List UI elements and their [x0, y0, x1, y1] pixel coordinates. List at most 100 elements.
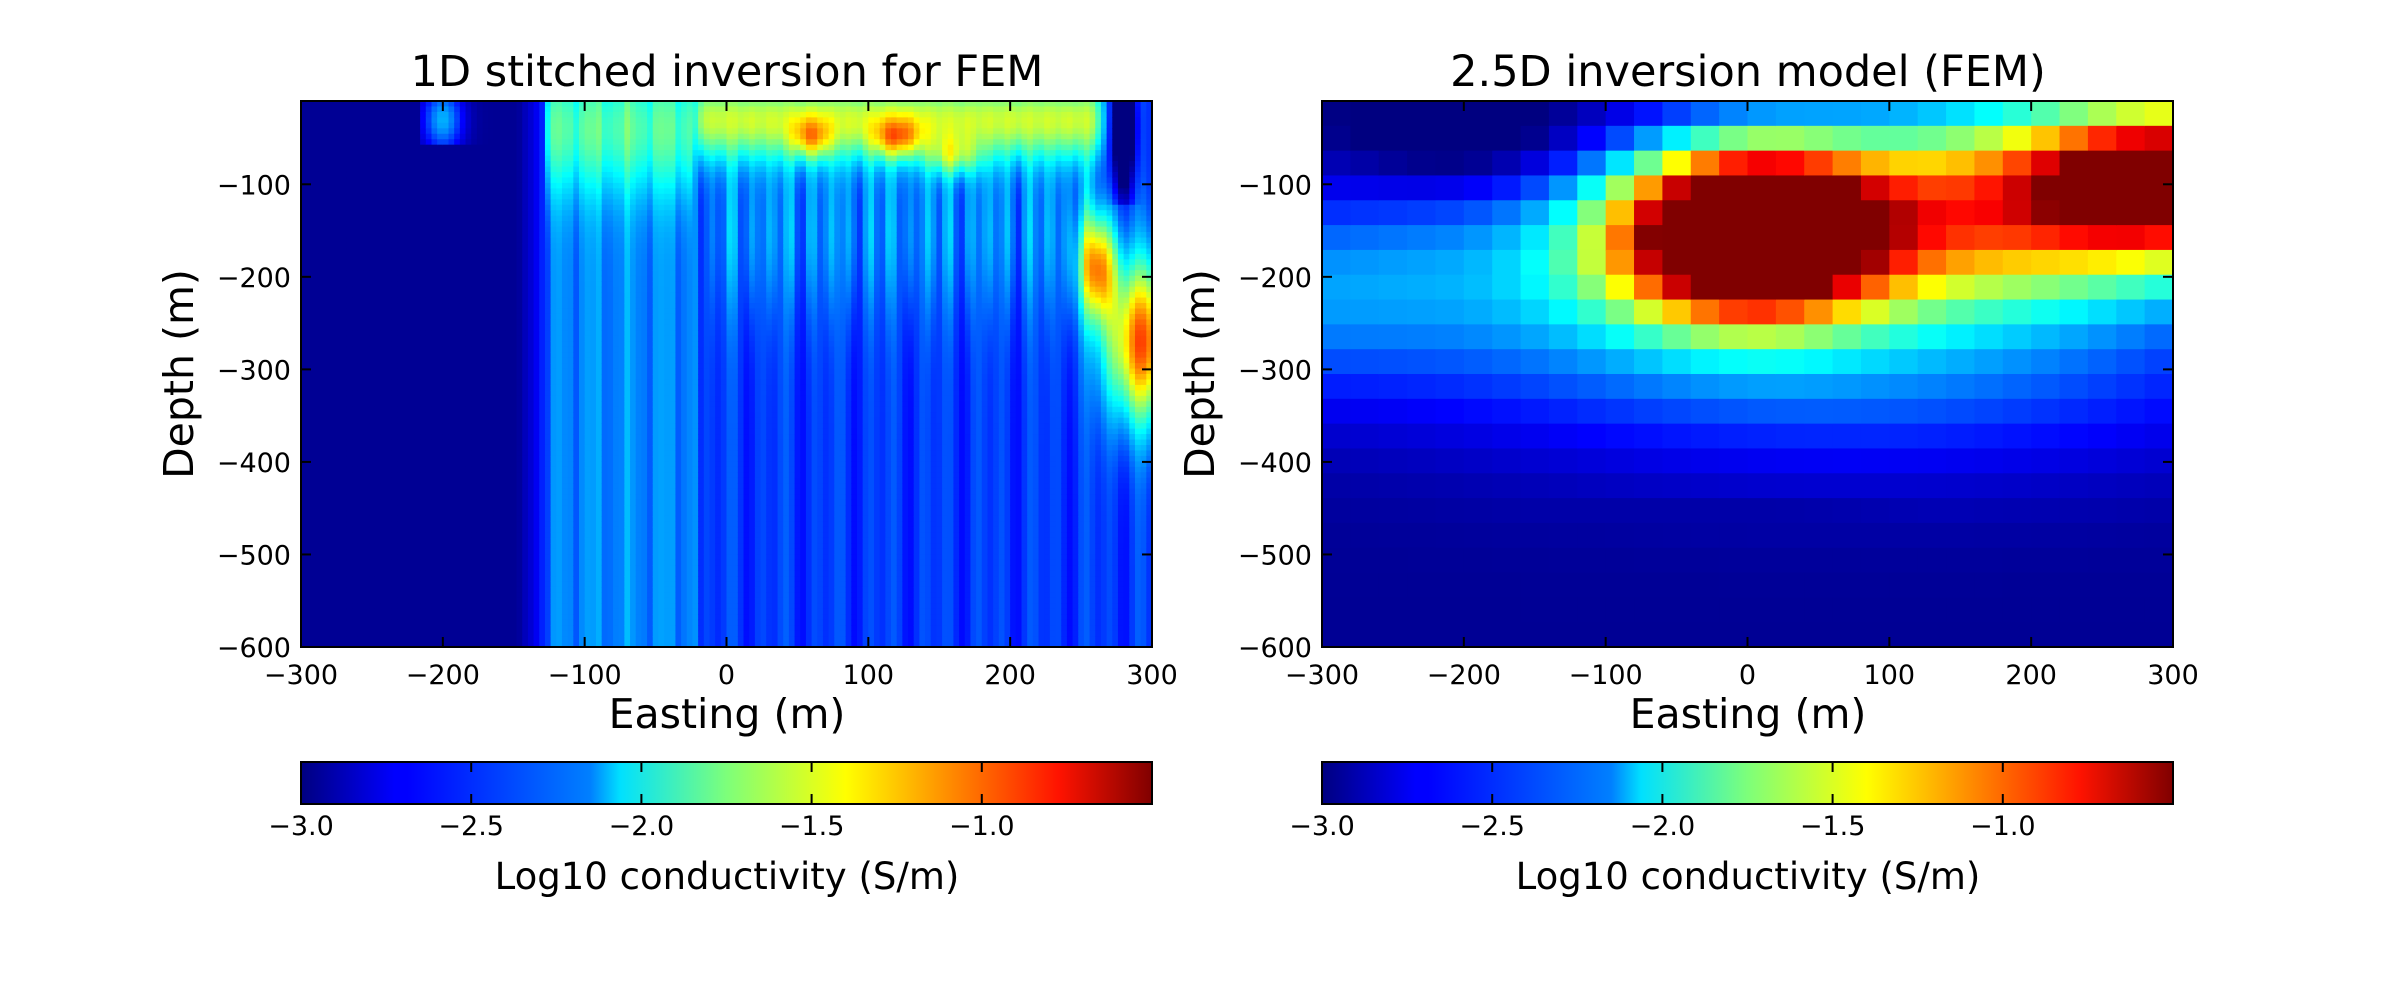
heatmap-cell [352, 625, 359, 632]
heatmap-cell [459, 221, 467, 228]
heatmap-cell [510, 379, 518, 386]
heatmap-cell [578, 603, 586, 610]
heatmap-cell [539, 488, 546, 495]
heatmap-cell [516, 515, 523, 523]
heatmap-cell [471, 510, 478, 517]
heatmap-cell [318, 215, 325, 222]
heatmap-cell [403, 193, 410, 200]
heatmap-cell [403, 308, 410, 315]
heatmap-cell [459, 193, 467, 200]
heatmap-cell [476, 341, 484, 348]
heatmap-cell [352, 450, 359, 457]
heatmap-cell [482, 406, 489, 413]
heatmap-cell [527, 444, 535, 452]
heatmap-cell [312, 428, 319, 435]
heatmap-cell [488, 122, 495, 129]
heatmap-cell [408, 630, 416, 637]
heatmap-cell [522, 619, 529, 626]
heatmap-cell [329, 395, 336, 402]
heatmap-cell [340, 406, 347, 413]
heatmap-cell [459, 494, 467, 501]
heatmap-cell [471, 210, 478, 217]
heatmap-cell [386, 133, 393, 140]
heatmap-cell [510, 423, 518, 430]
heatmap-cell [493, 510, 501, 517]
heatmap-cell [505, 117, 512, 124]
heatmap-cell [301, 199, 308, 206]
heatmap-cell [516, 559, 523, 566]
heatmap-cell [539, 144, 546, 151]
heatmap-cell [397, 412, 404, 419]
heatmap-cell [431, 204, 438, 211]
heatmap-cell [340, 423, 347, 430]
heatmap-cell [306, 166, 313, 173]
heatmap-cell [561, 526, 569, 533]
heatmap-cell [397, 161, 404, 168]
heatmap-cell [380, 603, 387, 610]
heatmap-cell [425, 259, 433, 266]
heatmap-cell [493, 319, 501, 326]
heatmap-cell [561, 548, 569, 555]
heatmap-cell [391, 641, 399, 647]
heatmap-cell [312, 401, 319, 408]
heatmap-cell [476, 226, 484, 233]
heatmap-cell [573, 521, 580, 528]
heatmap-cell [323, 570, 330, 577]
heatmap-cell [386, 346, 393, 353]
heatmap-cell [431, 455, 438, 462]
heatmap-cell [459, 253, 467, 260]
heatmap-cell [414, 444, 421, 452]
heatmap-cell [369, 570, 376, 577]
heatmap-cell [459, 281, 467, 288]
heatmap-cell [312, 488, 319, 495]
heatmap-cell [437, 101, 444, 108]
heatmap-cell [437, 384, 444, 391]
heatmap-cell [363, 423, 370, 430]
heatmap-cell [471, 586, 478, 593]
heatmap-cell [414, 346, 421, 353]
heatmap-cell [380, 199, 387, 206]
heatmap-cell [550, 171, 557, 179]
heatmap-cell [561, 543, 569, 550]
heatmap-cell [408, 444, 416, 452]
heatmap-cell [556, 264, 563, 271]
heatmap-cell [556, 488, 563, 495]
heatmap-cell [448, 608, 455, 615]
heatmap-cell [374, 319, 382, 326]
heatmap-cell [408, 641, 416, 647]
heatmap-cell [329, 111, 336, 118]
heatmap-cell [301, 461, 308, 468]
heatmap-cell [403, 483, 410, 490]
heatmap-cell [567, 406, 574, 413]
heatmap-cell [306, 237, 313, 244]
heatmap-cell [544, 297, 552, 304]
heatmap-cell [329, 101, 336, 108]
heatmap-cell [323, 455, 330, 462]
heatmap-cell [437, 461, 444, 468]
heatmap-cell [527, 614, 535, 621]
heatmap-cell [533, 608, 540, 615]
heatmap-cell [476, 286, 484, 293]
heatmap-cell [527, 592, 535, 599]
heatmap-cell [522, 303, 529, 310]
heatmap-cell [425, 412, 433, 419]
heatmap-cell [357, 586, 364, 593]
heatmap-cell [567, 477, 574, 484]
heatmap-cell [335, 292, 342, 299]
heatmap-cell [363, 226, 370, 233]
heatmap-cell [312, 444, 319, 452]
heatmap-cell [329, 412, 336, 419]
heatmap-cell [301, 177, 308, 184]
heatmap-cell [340, 434, 347, 441]
heatmap-cell [522, 324, 529, 331]
heatmap-cell [556, 286, 563, 293]
heatmap-cell [578, 292, 586, 299]
heatmap-cell [533, 210, 540, 217]
heatmap-cell [544, 128, 552, 135]
heatmap-cell [505, 526, 512, 533]
heatmap-cell [425, 308, 433, 315]
heatmap-cell [567, 297, 574, 304]
heatmap-cell [522, 537, 529, 544]
heatmap-cell [323, 144, 330, 151]
heatmap-cell [329, 166, 336, 173]
